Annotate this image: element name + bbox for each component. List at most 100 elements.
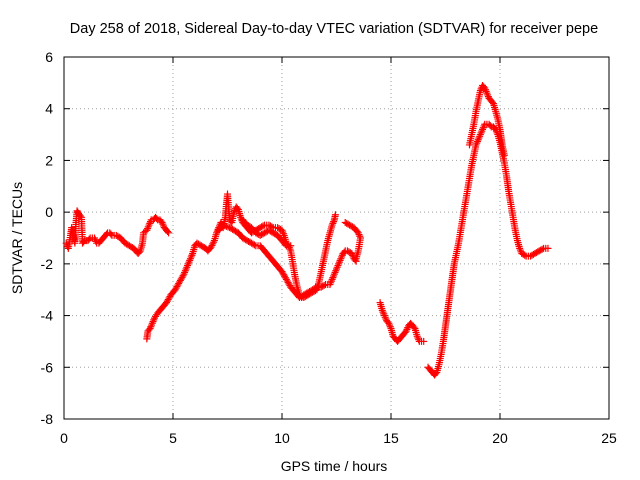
data-point — [153, 215, 161, 223]
data-point — [328, 275, 336, 283]
data-point — [336, 256, 344, 264]
data-point — [482, 87, 490, 95]
data-point — [320, 281, 328, 289]
data-point — [472, 141, 480, 149]
data-point — [338, 253, 346, 261]
data-point — [210, 238, 218, 246]
data-point — [250, 241, 258, 249]
x-tick-label: 5 — [169, 430, 177, 446]
grid-lines — [64, 57, 609, 419]
series-arc-8 — [465, 81, 508, 159]
y-tick-label: -6 — [41, 359, 54, 375]
plot-frame — [63, 56, 610, 420]
data-point — [208, 241, 216, 249]
data-point — [279, 228, 287, 236]
data-point — [333, 263, 341, 271]
data-point — [146, 219, 154, 227]
data-point — [179, 272, 187, 280]
data-point — [287, 242, 295, 250]
data-point — [329, 219, 337, 227]
data-point — [135, 248, 143, 256]
data-point — [184, 260, 192, 268]
data-point — [544, 244, 552, 252]
data-point — [380, 310, 388, 318]
data-point — [143, 226, 151, 234]
series-arc-5 — [341, 218, 364, 263]
series-arc-7 — [424, 120, 552, 379]
data-point — [144, 225, 152, 233]
data-point — [85, 235, 93, 243]
data-point — [107, 230, 115, 238]
data-point — [432, 370, 440, 378]
data-point — [330, 218, 338, 226]
data-point — [378, 306, 386, 314]
data-point — [186, 256, 194, 264]
data-point — [335, 260, 343, 268]
data-point — [219, 221, 227, 229]
axis-ticks: 0 5 10 15 20 25 -8 -6 -4 -2 0 2 4 6 — [41, 49, 617, 446]
data-point — [327, 277, 335, 285]
y-tick-label: 6 — [45, 49, 53, 65]
data-point — [486, 122, 494, 130]
data-point — [165, 229, 173, 237]
data-point — [355, 231, 363, 239]
data-point — [516, 244, 524, 252]
data-point — [209, 240, 217, 248]
data-point — [410, 323, 418, 331]
data-point — [351, 256, 359, 264]
data-point — [477, 129, 485, 137]
series-arc-6 — [376, 299, 428, 345]
data-point — [337, 255, 345, 263]
data-point — [279, 230, 287, 238]
data-point — [331, 211, 339, 219]
x-tick-label: 25 — [601, 430, 617, 446]
data-point — [185, 258, 193, 266]
data-point — [379, 308, 387, 316]
data-point — [331, 268, 339, 276]
data-point — [481, 84, 489, 92]
data-point — [294, 292, 302, 300]
data-point — [479, 125, 487, 133]
y-tick-label: 2 — [45, 152, 53, 168]
data-point — [230, 208, 238, 216]
data-point — [352, 255, 360, 263]
series-arc-4 — [239, 216, 295, 250]
data-point — [474, 136, 482, 144]
data-point — [181, 267, 189, 275]
data-point — [326, 281, 334, 289]
data-point — [330, 272, 338, 280]
data-point — [158, 218, 166, 226]
data-point — [420, 337, 428, 345]
data-point — [386, 321, 394, 329]
data-point — [91, 236, 99, 244]
data-point — [385, 319, 393, 327]
data-point — [403, 325, 411, 333]
data-point — [332, 267, 340, 275]
data-point — [184, 262, 192, 270]
data-point — [183, 263, 191, 271]
x-tick-label: 20 — [492, 430, 508, 446]
data-point — [334, 262, 342, 270]
data-point — [259, 222, 267, 230]
data-point — [328, 221, 336, 229]
data-point — [484, 91, 492, 99]
data-point — [224, 223, 232, 231]
data-point — [473, 139, 481, 147]
data-point — [476, 87, 484, 95]
data-point — [146, 325, 154, 332]
data-point — [145, 221, 153, 229]
data-point — [221, 222, 229, 230]
y-tick-label: 0 — [45, 204, 53, 220]
x-tick-label: 10 — [274, 430, 290, 446]
y-tick-label: -2 — [41, 256, 54, 272]
data-point — [182, 265, 190, 273]
data-point — [402, 327, 410, 335]
data-point — [483, 89, 491, 97]
x-tick-label: 15 — [383, 430, 399, 446]
data-point — [538, 245, 546, 253]
data-point — [476, 132, 484, 140]
x-axis-label: GPS time / hours — [281, 458, 388, 474]
data-point — [478, 127, 486, 135]
data-point — [479, 124, 487, 132]
